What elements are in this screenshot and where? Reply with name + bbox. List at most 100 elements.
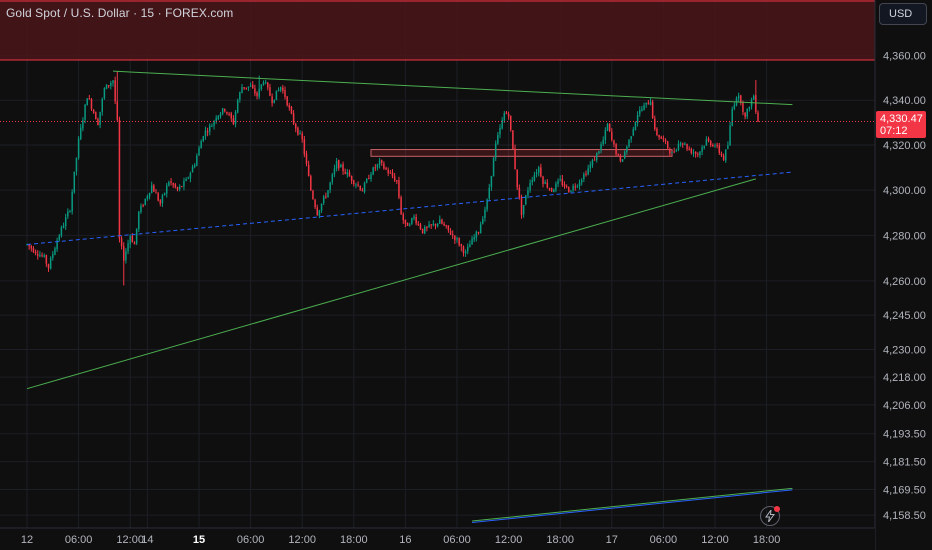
candle [752,94,755,100]
candle [505,110,508,115]
candle-body [299,133,301,135]
candle [365,178,368,184]
candle [385,166,387,171]
lightning-icon[interactable] [760,506,780,526]
candle-body [159,200,162,204]
candle [578,179,581,190]
candle [267,81,269,91]
candle-body [284,90,286,97]
candle-body [52,254,54,258]
candle [288,102,291,111]
candle-body [245,87,248,89]
grid-lines [0,0,875,528]
candle-body [666,141,669,149]
candle [443,221,445,227]
candle-body [630,136,632,140]
candle [694,151,697,158]
candle-body [430,224,432,226]
candle-body [458,238,460,245]
candle-body [103,88,106,99]
candle [86,98,88,106]
candle [686,143,688,152]
candle-body [748,106,751,109]
time-tick-label: 06:00 [237,534,265,546]
candle-body [482,218,484,224]
time-tick-label: 18:00 [546,534,574,546]
candle [456,236,458,243]
candle-body [292,113,295,124]
candle [58,233,60,242]
candle [585,170,587,177]
candle [146,194,149,201]
candle [191,164,194,173]
candle-body [325,196,327,198]
trendline-descending[interactable] [112,70,793,106]
candle [256,91,258,100]
currency-button[interactable]: USD [879,3,927,25]
candle [277,87,280,92]
trendline-lower-channel[interactable] [471,487,793,522]
candle [204,126,207,140]
candle [606,122,609,132]
candle [90,98,93,112]
candle [161,193,164,207]
candle-body [150,185,153,193]
candle [133,241,136,245]
candle [30,244,33,252]
candle [37,250,39,260]
candle [307,160,310,177]
candle-body [662,138,665,140]
candle [628,139,630,148]
candle [245,87,248,90]
trendline-ascending[interactable] [26,178,756,390]
candle [56,237,58,252]
symbol-title[interactable]: Gold Spot / U.S. Dollar · 15 · FOREX.com [6,6,234,20]
candle-body [67,211,69,217]
candle-body [527,190,529,196]
candle [428,220,430,228]
candle [49,256,52,270]
candles [26,71,759,286]
candle [142,203,144,208]
candle-body [153,185,155,192]
candle [217,115,220,121]
candle [621,159,624,162]
candle-body [654,118,656,130]
candle-body [443,223,445,226]
candle [619,153,622,163]
candle [105,84,108,90]
candle [473,234,475,243]
candle-body [41,255,43,257]
candle [200,139,202,149]
candle [583,172,585,183]
candle [303,135,306,158]
candle-body [471,238,473,245]
candle [684,142,686,146]
candle-body [740,95,742,103]
candle-body [71,191,73,212]
candle-body [30,246,33,249]
candle [232,115,235,126]
candle [387,167,389,177]
candle-body [303,139,306,155]
notification-dot [774,506,780,512]
candle-body [490,175,493,188]
candle [295,122,297,133]
candle-body [606,123,609,131]
drawing-lines[interactable] [0,70,875,523]
candle-body [514,148,516,170]
candle [215,115,217,124]
dashed-trendline[interactable] [26,171,793,245]
candle-body [436,223,439,227]
candle [310,174,312,192]
candle-body [342,164,344,172]
candle [660,135,662,139]
candle [499,124,501,139]
time-tick-label: 12:00 [495,534,523,546]
candle-body [288,105,291,108]
candle [458,237,460,247]
candle-body [226,111,228,114]
